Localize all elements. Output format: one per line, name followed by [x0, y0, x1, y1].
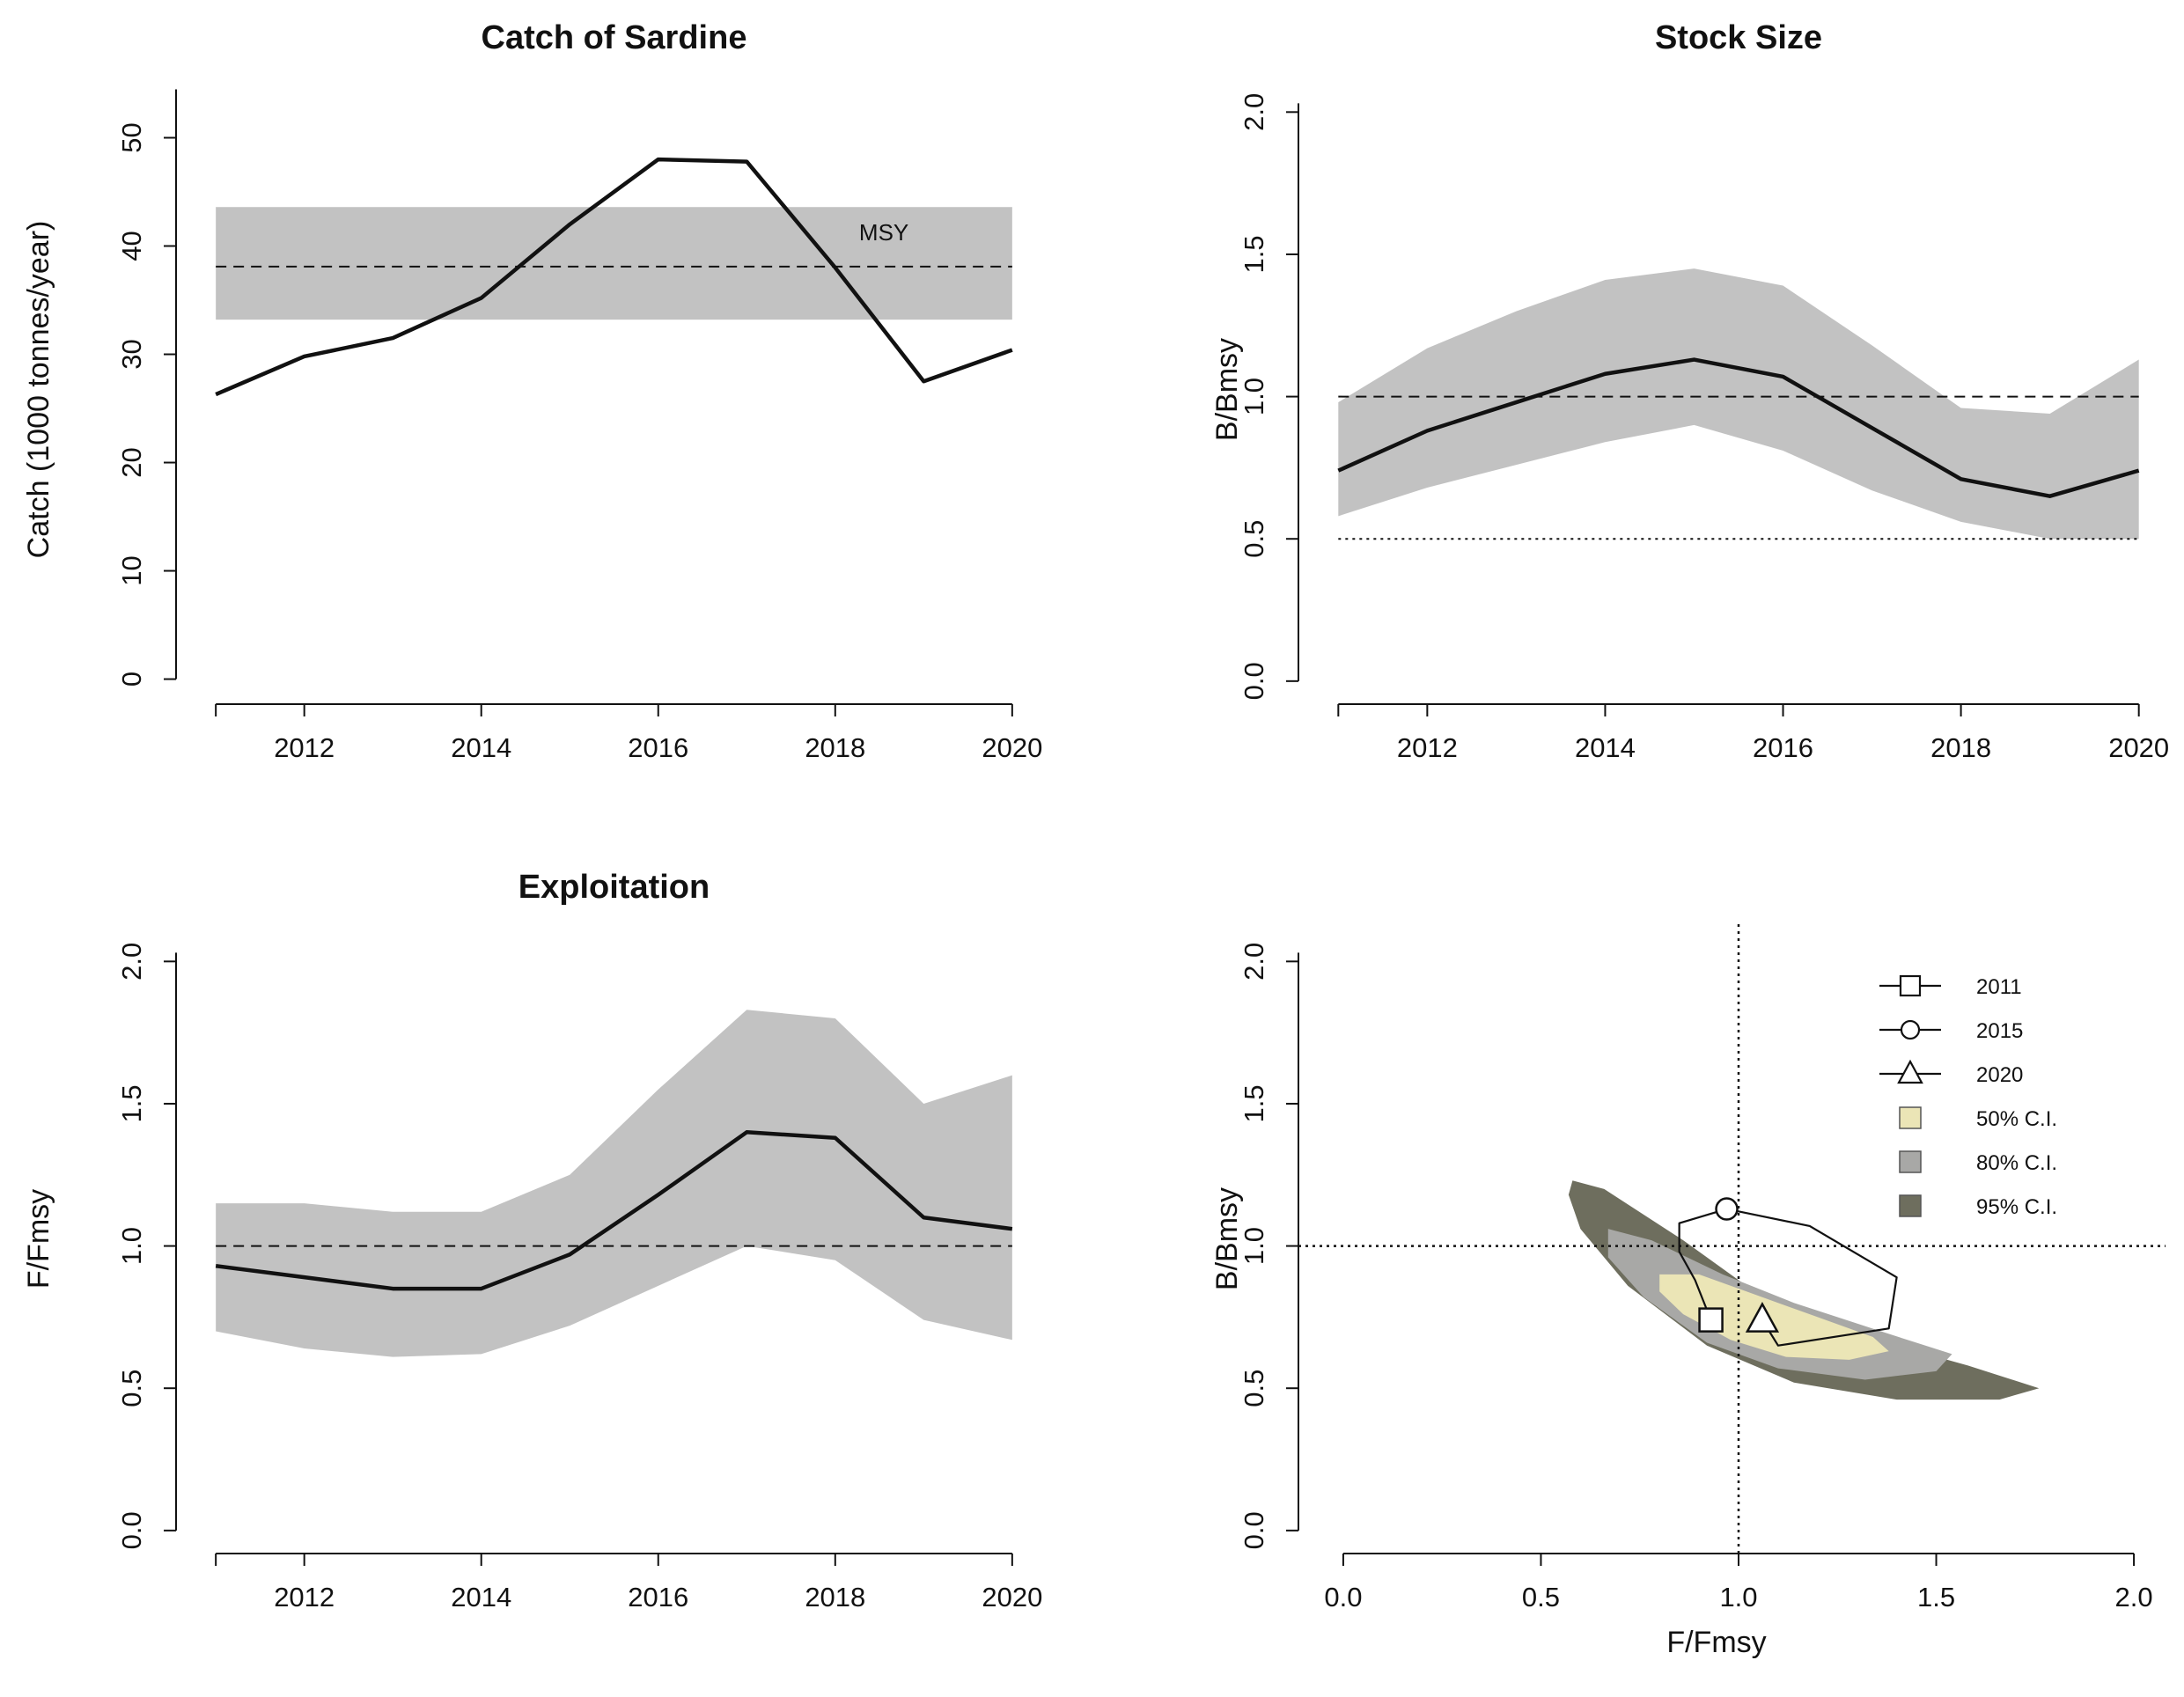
point-2020-triangle	[1745, 1302, 1780, 1333]
y-axis-label: B/Bmsy	[1210, 338, 1244, 441]
x-tick-label: 2012	[274, 732, 335, 763]
x-tick-label: 2020	[982, 1582, 1042, 1613]
x-tick-label: 2016	[1753, 732, 1813, 763]
legend-label: 95% C.I.	[1976, 1195, 2057, 1219]
x-tick-label: 2016	[628, 1582, 688, 1613]
y-axis-label: Catch (1000 tonnes/year)	[22, 221, 55, 559]
x-tick-label: 0.5	[1522, 1582, 1560, 1613]
chart-stock: Stock Size 2012 2014 2016 2018 2020 0.0 0.5 1.0 1…	[1210, 19, 2169, 763]
y-tick-label: 1.5	[1239, 235, 1269, 273]
y-axis-label: B/Bmsy	[1210, 1187, 1244, 1290]
y-tick-label: 50	[116, 122, 147, 152]
x-tick-label: 2012	[274, 1582, 335, 1613]
msy-band	[216, 207, 1012, 320]
y-tick-label: 40	[116, 231, 147, 261]
x-tick-label: 2014	[451, 1582, 511, 1613]
y-tick-label: 1.0	[1239, 1227, 1269, 1265]
axes: 2012 2014 2016 2018 2020 0.0 0.5 1.0 1.5 2.0 B/Bms…	[1210, 93, 2169, 763]
legend-circle-icon	[1900, 1019, 1921, 1040]
legend-square-icon	[1899, 974, 1922, 997]
y-tick-label: 2.0	[116, 943, 147, 981]
chart-title: Exploitation	[518, 869, 710, 906]
y-tick-label: 0.5	[1239, 520, 1269, 558]
x-tick-label: 2014	[451, 732, 511, 763]
chart-exploit: Exploitation 2012 2014 2016 2018 2020 0.0 0.5 1.…	[22, 869, 1042, 1613]
series-line	[215, 1130, 1013, 1291]
legend-triangle-icon	[1897, 1059, 1923, 1084]
x-tick-label: 2020	[2108, 732, 2169, 763]
y-tick-label: 2.0	[1239, 93, 1269, 131]
y-tick-label: 0.0	[1239, 662, 1269, 700]
ci-50-region	[1659, 1274, 1889, 1360]
legend-box-95	[1899, 1194, 1922, 1217]
x-tick-label: 2012	[1397, 732, 1458, 763]
legend-label: 50% C.I.	[1976, 1107, 2057, 1131]
x-tick-label: 1.0	[1719, 1582, 1757, 1613]
legend-label: 2020	[1976, 1063, 2023, 1087]
chart-title: Catch of Sardine	[482, 19, 747, 56]
x-tick-label: 2018	[1930, 732, 1991, 763]
x-tick-label: 2020	[982, 732, 1042, 763]
x-tick-label: 0.0	[1324, 1582, 1362, 1613]
x-tick-label: 2.0	[2115, 1582, 2153, 1613]
y-tick-label: 1.0	[1239, 378, 1269, 415]
y-tick-label: 2.0	[1239, 943, 1269, 981]
y-tick-label: 10	[116, 555, 147, 585]
y-tick-label: 0.0	[116, 1511, 147, 1549]
y-axis-label: F/Fmsy	[22, 1189, 55, 1289]
y-tick-label: 0.0	[1239, 1511, 1269, 1549]
x-axis-label: F/Fmsy	[1666, 1626, 1766, 1659]
legend-box-50	[1899, 1106, 1922, 1129]
chart-catch: Catch of Sardine MSY 2012 2014 2016 2018 2020 0…	[22, 19, 1042, 763]
legend-box-80	[1899, 1150, 1922, 1173]
legend-label: 2011	[1976, 975, 2022, 999]
x-tick-label: 2018	[805, 1582, 865, 1613]
catch-line	[215, 157, 1013, 397]
series-line	[1337, 357, 2140, 498]
legend-label: 80% C.I.	[1976, 1151, 2057, 1175]
y-tick-label: 1.0	[116, 1227, 147, 1265]
axes: 2012 2014 2016 2018 2020 0 10 20 30 40 50 Catch (10…	[22, 89, 1042, 763]
confidence-band	[216, 1010, 1012, 1357]
axes: 0.0 0.5 1.0 1.5 2.0 0.0 0.5 1.0 1.5 2.0 B/Bmsy F/Fm…	[1210, 943, 2153, 1659]
y-tick-label: 1.5	[1239, 1084, 1269, 1122]
x-tick-label: 2014	[1575, 732, 1636, 763]
point-2011-square	[1698, 1307, 1724, 1333]
y-tick-label: 1.5	[116, 1084, 147, 1122]
legend: 2011 2015 2020 50% C.I. 80% C.I. 95% C.I.	[1879, 974, 2057, 1219]
trajectory-line	[1678, 1208, 1898, 1347]
msy-label: MSY	[859, 219, 908, 246]
axes: 2012 2014 2016 2018 2020 0.0 0.5 1.0 1.5 2.0 F/Fms…	[22, 943, 1042, 1613]
legend-label: 2015	[1976, 1019, 2023, 1043]
point-2015-circle	[1715, 1197, 1739, 1221]
y-tick-label: 30	[116, 339, 147, 369]
y-tick-label: 20	[116, 447, 147, 477]
y-tick-label: 0	[116, 672, 147, 687]
x-tick-label: 2016	[628, 732, 688, 763]
x-tick-label: 1.5	[1917, 1582, 1955, 1613]
chart-title: Stock Size	[1655, 19, 1822, 56]
confidence-band	[1338, 268, 2139, 540]
y-tick-label: 0.5	[116, 1370, 147, 1407]
y-tick-label: 0.5	[1239, 1370, 1269, 1407]
x-tick-label: 2018	[805, 732, 865, 763]
